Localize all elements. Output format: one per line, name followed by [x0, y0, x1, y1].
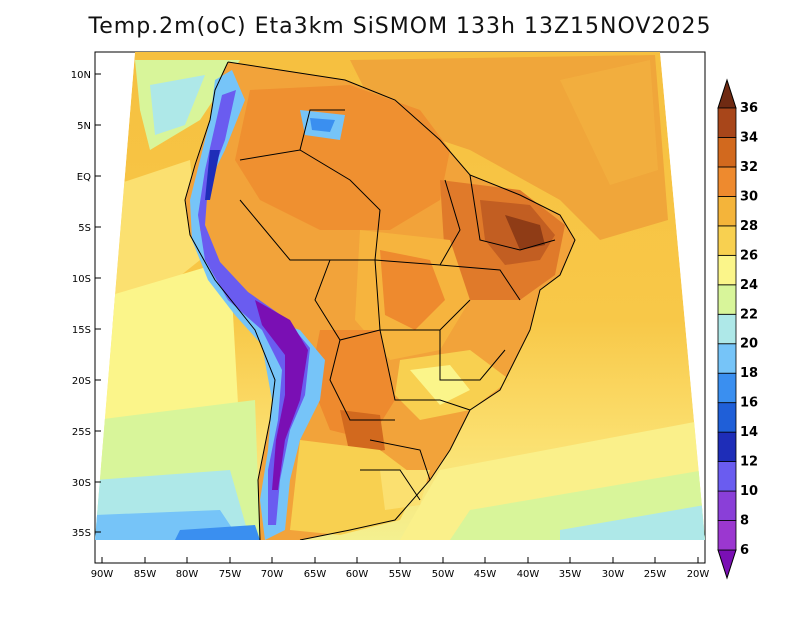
colorbar-swatch — [717, 195, 737, 227]
lon-label: 50W — [432, 569, 455, 580]
colorbar-swatch — [717, 225, 737, 256]
lon-label: 20W — [687, 569, 710, 580]
colorbar-label: 20 — [740, 337, 758, 352]
colorbar-label: 12 — [740, 455, 758, 470]
lon-label: 25W — [644, 569, 667, 580]
colorbar-label: 24 — [740, 278, 758, 293]
map-title: Temp.2m(oC) Eta3km SiSMOM 133h 13Z15NOV2… — [88, 14, 712, 39]
colorbar-min-triangle — [717, 549, 737, 580]
colorbar-swatch — [717, 372, 737, 404]
lon-label: 85W — [134, 569, 157, 580]
lon-label: 60W — [346, 569, 369, 580]
lon-label: 35W — [559, 569, 582, 580]
lon-label: 80W — [176, 569, 199, 580]
lat-label: 10S — [72, 274, 91, 285]
colorbar-swatch — [717, 520, 737, 551]
colorbar-swatch — [717, 431, 737, 463]
colorbar-label: 8 — [740, 514, 749, 529]
colorbar-label: 26 — [740, 248, 758, 263]
colorbar-label: 16 — [740, 396, 758, 411]
lat-label: 25S — [72, 427, 91, 438]
colorbar-max-triangle — [717, 78, 737, 109]
colorbar-swatch — [717, 254, 737, 286]
lat-label: EQ — [77, 172, 91, 183]
colorbar-swatch — [717, 313, 737, 345]
temperature-field — [95, 52, 705, 540]
colorbar-label: 6 — [740, 543, 749, 558]
colorbar-label: 32 — [740, 160, 758, 175]
lat-label: 5N — [77, 121, 91, 132]
lon-label: 55W — [389, 569, 412, 580]
lon-label: 30W — [602, 569, 625, 580]
colorbar-label: 30 — [740, 189, 758, 204]
colorbar-label: 18 — [740, 366, 758, 381]
colorbar-label: 28 — [740, 219, 758, 234]
lat-label: 5S — [78, 223, 91, 234]
lat-label: 35S — [72, 528, 91, 539]
lon-label: 70W — [261, 569, 284, 580]
colorbar-label: 22 — [740, 307, 758, 322]
lon-label: 75W — [219, 569, 242, 580]
lon-label: 90W — [91, 569, 114, 580]
colorbar-swatch — [717, 137, 737, 168]
lon-label: 45W — [474, 569, 497, 580]
lat-label: 15S — [72, 325, 91, 336]
lon-label: 40W — [517, 569, 540, 580]
lat-label: 20S — [72, 376, 91, 387]
colorbar: 6 8 10 12 14 16 18 20 22 24 26 28 30 32 34 36 — [717, 78, 758, 580]
colorbar-swatch — [717, 107, 737, 138]
lon-label: 65W — [304, 569, 327, 580]
colorbar-label: 10 — [740, 484, 758, 499]
colorbar-label: 14 — [740, 425, 758, 440]
lat-label: 30S — [72, 478, 91, 489]
longitude-axis: 90W 85W 80W 75W 70W 65W 60W 55W 50W 45W … — [91, 557, 710, 580]
colorbar-swatch — [717, 284, 737, 315]
colorbar-swatch — [717, 166, 737, 197]
lat-label: 10N — [71, 70, 91, 81]
colorbar-label: 36 — [740, 101, 758, 116]
colorbar-swatch — [717, 402, 737, 433]
colorbar-swatch — [717, 343, 737, 374]
latitude-axis: 10N 5N EQ 5S 10S 15S 20S 25S 30S 35S — [71, 70, 101, 539]
colorbar-swatch — [717, 490, 737, 521]
colorbar-label: 34 — [740, 130, 758, 145]
colorbar-swatch — [717, 461, 737, 492]
